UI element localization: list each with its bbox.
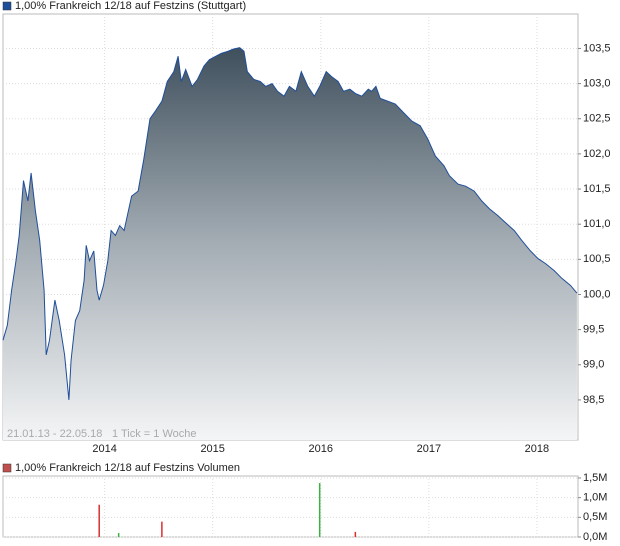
y-tick-label: 101,5: [583, 183, 611, 195]
annotation: 1 Tick = 1 Woche: [112, 428, 196, 440]
y-tick-label: 102,0: [583, 148, 611, 160]
volume-bar: [318, 483, 321, 537]
y-tick-label: 102,5: [583, 113, 611, 125]
y-tick-label: 100,0: [583, 288, 611, 300]
y-tick-label: 99,0: [583, 359, 604, 371]
y-tick-label: 99,5: [583, 324, 604, 336]
legend-swatch: [2, 1, 12, 11]
annotation: 21.01.13 - 22.05.18: [7, 428, 102, 440]
y-tick-label: 101,0: [583, 218, 611, 230]
y-tick-label: 103,5: [583, 42, 611, 54]
y-tick-label: 0,0M: [583, 531, 607, 543]
y-tick-label: 98,5: [583, 394, 604, 406]
x-tick-label: 2018: [525, 443, 549, 455]
x-tick-label: 2017: [417, 443, 441, 455]
y-tick-label: 1,0M: [583, 492, 607, 504]
volume-bar: [354, 531, 357, 537]
x-tick-label: 2015: [200, 443, 224, 455]
y-tick-label: 100,5: [583, 253, 611, 265]
chart-title: 1,00% Frankreich 12/18 auf Festzins (Stu…: [15, 0, 246, 12]
volume-bar: [117, 533, 120, 537]
x-tick-label: 2014: [92, 443, 116, 455]
area-fill: [3, 47, 577, 440]
y-tick-label: 0,5M: [583, 511, 607, 523]
plot-area: [2, 475, 579, 538]
volume-bar: [98, 504, 100, 537]
legend-swatch: [2, 463, 12, 473]
x-tick-label: 2016: [309, 443, 333, 455]
y-tick-label: 1,5M: [583, 472, 607, 484]
y-tick-label: 103,0: [583, 78, 611, 90]
price-line: [2, 47, 578, 400]
chart-title: 1,00% Frankreich 12/18 auf Festzins Volu…: [15, 462, 240, 474]
volume-bar: [161, 521, 163, 537]
